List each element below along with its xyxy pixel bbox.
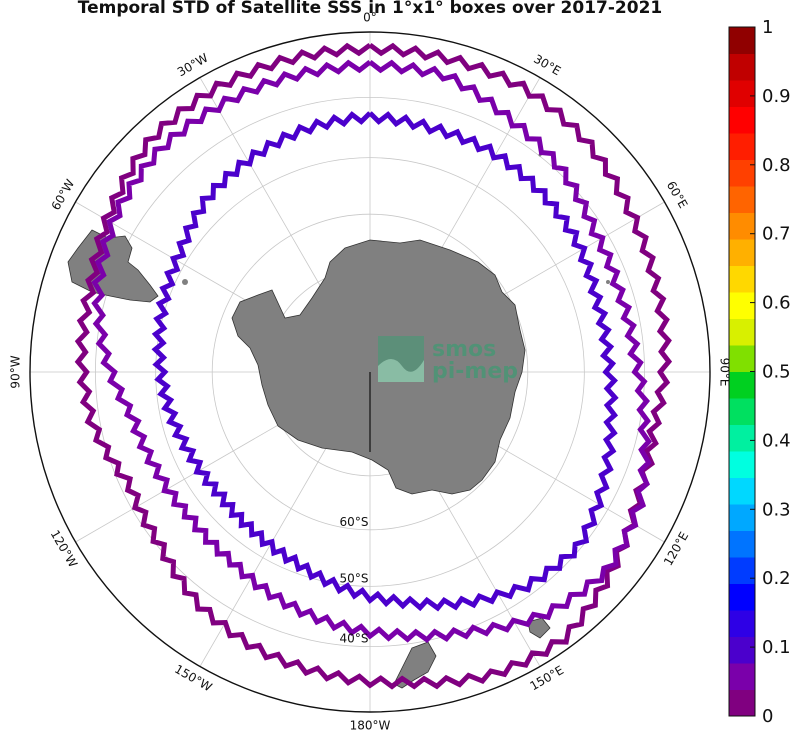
colorbar-swatch — [729, 663, 755, 690]
colorbar-tick-label: 0 — [762, 706, 773, 727]
middle-front — [91, 59, 652, 644]
colorbar-swatch — [729, 159, 755, 187]
colorbar-tick-label: 0.1 — [762, 637, 791, 658]
colorbar-swatch — [729, 689, 755, 717]
colorbar-swatch — [729, 530, 755, 558]
colorbar-swatch — [729, 80, 755, 107]
colorbar-swatch — [729, 610, 755, 637]
colorbar-swatch — [729, 53, 755, 81]
colorbar-swatch — [729, 27, 755, 54]
map-title: Temporal STD of Satellite SSS in 1°x1° b… — [77, 0, 663, 18]
colorbar-swatch — [729, 504, 755, 531]
logo-text-smos: smos — [432, 337, 496, 362]
tasmania-landmass — [527, 617, 551, 639]
parallel-label: 50°S — [340, 571, 369, 585]
colorbar-swatch — [729, 106, 755, 134]
island — [606, 280, 610, 284]
colorbar-swatch — [729, 133, 755, 160]
colorbar-swatch — [729, 557, 755, 584]
colorbar-swatch — [729, 583, 755, 611]
colorbar-tick-label: 0.7 — [762, 224, 791, 245]
meridian-label: 90°W — [9, 355, 23, 388]
parallel-label: 40°S — [340, 632, 369, 646]
colorbar-swatch — [729, 345, 755, 372]
colorbar-tick-label: 0.2 — [762, 568, 791, 589]
parallel-label: 60°S — [340, 515, 369, 529]
colorbar-swatch — [729, 636, 755, 664]
meridian-label: 90°E — [718, 358, 732, 387]
colorbar-tick-label: 1 — [762, 17, 773, 38]
island — [182, 279, 188, 285]
colorbar-tick-label: 0.9 — [762, 86, 791, 107]
colorbar-swatch — [729, 292, 755, 319]
map-boundary — [29, 31, 711, 713]
logo-wave — [378, 359, 424, 382]
meridian-label: 60°E — [664, 179, 691, 211]
colorbar-swatch — [729, 186, 755, 213]
std-fronts — [74, 42, 673, 690]
outer-front — [74, 42, 673, 690]
colorbar-tick-label: 0.8 — [762, 155, 791, 176]
colorbar-swatch — [729, 371, 755, 399]
colorbar-tick-label: 0.3 — [762, 499, 791, 520]
colorbar-swatch — [729, 451, 755, 478]
smos-pimep-logo: smos pi-mep — [378, 336, 518, 384]
colorbar-swatch — [729, 212, 755, 240]
inner-front — [151, 111, 619, 612]
colorbar-swatch — [729, 424, 755, 452]
meridian-label: 180°W — [350, 719, 391, 733]
colorbar-swatch — [729, 477, 755, 505]
meridian-label: 0° — [363, 11, 377, 25]
colorbar-swatch — [729, 318, 755, 346]
new-zealand-landmass — [393, 641, 437, 689]
colorbar-swatch — [729, 398, 755, 425]
colorbar-tick-label: 0.5 — [762, 362, 791, 383]
colorbar-swatch — [729, 265, 755, 293]
colorbar-swatch — [729, 239, 755, 266]
colorbar-tick-label: 0.4 — [762, 430, 791, 451]
meridian-label: 30°E — [531, 52, 563, 79]
colorbar: 0 0.1 0.2 0.3 0.4 0.5 0.6 0.7 0.8 0.9 1 — [728, 17, 791, 727]
colorbar-tick-label: 0.6 — [762, 293, 791, 314]
logo-text-pimep: pi-mep — [432, 359, 518, 384]
